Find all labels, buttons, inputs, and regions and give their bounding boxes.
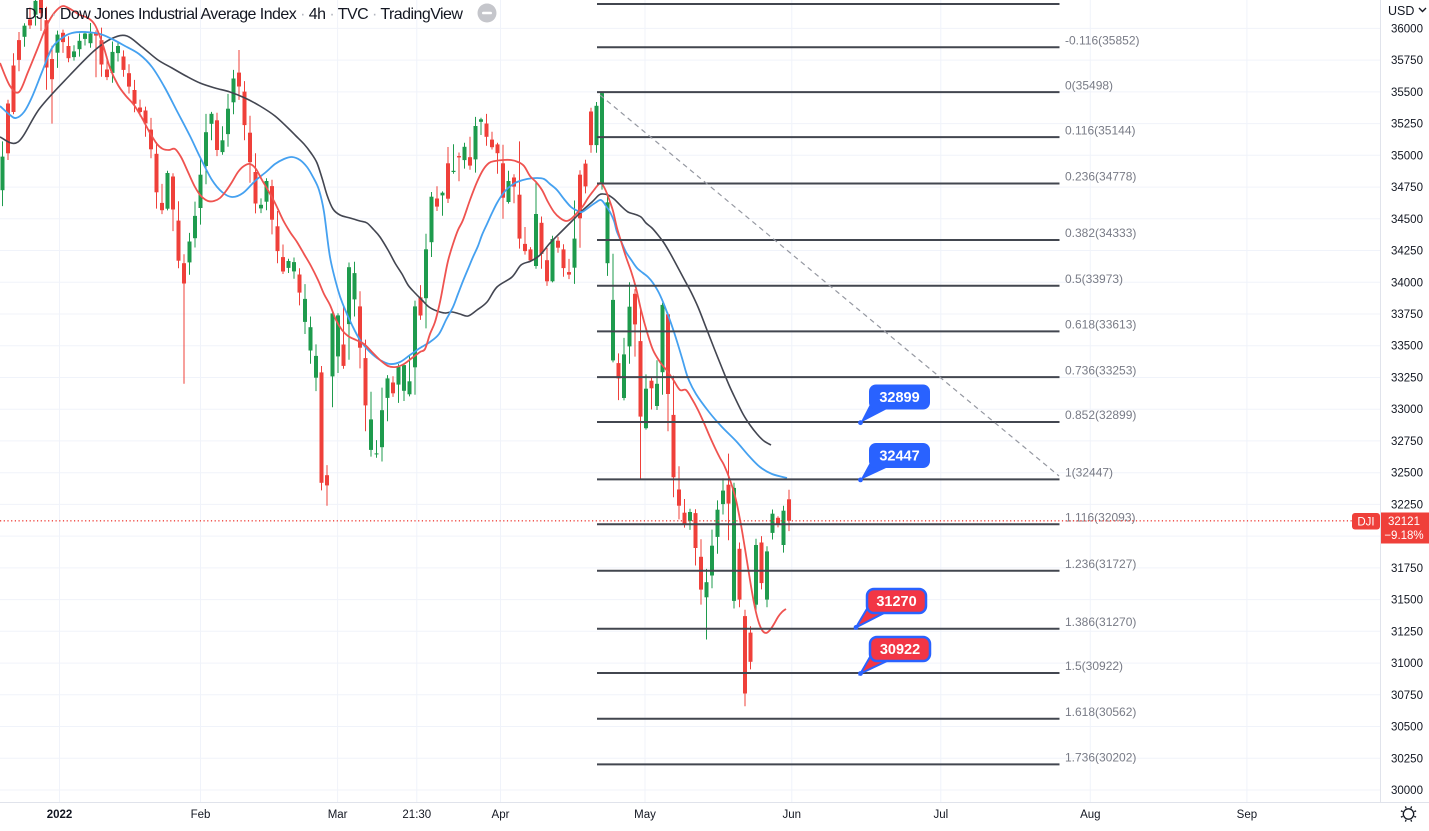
svg-text:-0.116(35852): -0.116(35852) [1065,33,1140,47]
svg-text:31250: 31250 [1391,626,1423,638]
svg-text:33250: 33250 [1391,373,1423,385]
svg-text:Apr: Apr [492,809,510,821]
svg-text:32899: 32899 [879,390,919,406]
svg-text:30250: 30250 [1391,753,1423,765]
svg-text:0.852(32899): 0.852(32899) [1065,408,1136,422]
svg-text:21:30: 21:30 [402,809,431,821]
svg-text:Jul: Jul [933,809,948,821]
svg-text:0.116(35144): 0.116(35144) [1065,123,1136,137]
svg-text:31270: 31270 [876,594,916,610]
svg-text:34250: 34250 [1391,246,1423,258]
svg-text:1.236(31727): 1.236(31727) [1065,557,1136,571]
svg-text:35750: 35750 [1391,55,1423,67]
svg-text:0.5(33973): 0.5(33973) [1065,272,1123,286]
svg-text:31500: 31500 [1391,595,1423,607]
svg-text:Mar: Mar [328,809,348,821]
svg-text:30500: 30500 [1391,722,1423,734]
svg-text:33000: 33000 [1391,404,1423,416]
svg-text:32500: 32500 [1391,468,1423,480]
svg-text:30922: 30922 [880,642,920,658]
svg-text:DJI: DJI [1357,517,1374,529]
svg-text:32750: 32750 [1391,436,1423,448]
svg-text:31750: 31750 [1391,563,1423,575]
svg-text:1.116(32093): 1.116(32093) [1065,511,1136,525]
svg-text:32121: 32121 [1388,516,1420,528]
svg-text:−9.18%: −9.18% [1384,530,1423,542]
svg-text:2022: 2022 [47,809,73,821]
svg-text:1.736(30202): 1.736(30202) [1065,751,1136,765]
svg-text:USD: USD [1388,4,1414,18]
svg-text:Aug: Aug [1080,809,1100,821]
svg-text:Sep: Sep [1237,809,1257,821]
svg-text:32447: 32447 [879,449,919,465]
svg-text:1.618(30562): 1.618(30562) [1065,705,1136,719]
svg-text:33750: 33750 [1391,309,1423,321]
svg-text:0.236(34778): 0.236(34778) [1065,170,1136,184]
svg-text:May: May [634,809,656,821]
svg-text:0(35498): 0(35498) [1065,78,1113,92]
svg-text:35500: 35500 [1391,87,1423,99]
svg-text:1.5(30922): 1.5(30922) [1065,659,1123,673]
svg-text:33500: 33500 [1391,341,1423,353]
svg-text:35250: 35250 [1391,119,1423,131]
svg-text:0.618(33613): 0.618(33613) [1065,318,1136,332]
svg-text:32250: 32250 [1391,499,1423,511]
svg-text:31000: 31000 [1391,658,1423,670]
svg-text:Feb: Feb [191,809,211,821]
svg-text:Jun: Jun [783,809,802,821]
svg-text:DJI · Dow Jones Industrial Ave: DJI · Dow Jones Industrial Average Index… [25,6,463,23]
svg-text:34500: 34500 [1391,214,1423,226]
svg-text:1.386(31270): 1.386(31270) [1065,615,1136,629]
svg-text:30750: 30750 [1391,690,1423,702]
svg-text:35000: 35000 [1391,150,1423,162]
svg-text:34750: 34750 [1391,182,1423,194]
svg-text:34000: 34000 [1391,277,1423,289]
svg-text:0.736(33253): 0.736(33253) [1065,363,1136,377]
svg-text:30000: 30000 [1391,785,1423,797]
svg-text:36000: 36000 [1391,23,1423,35]
svg-text:1(32447): 1(32447) [1065,466,1113,480]
svg-text:0.382(34333): 0.382(34333) [1065,226,1136,240]
